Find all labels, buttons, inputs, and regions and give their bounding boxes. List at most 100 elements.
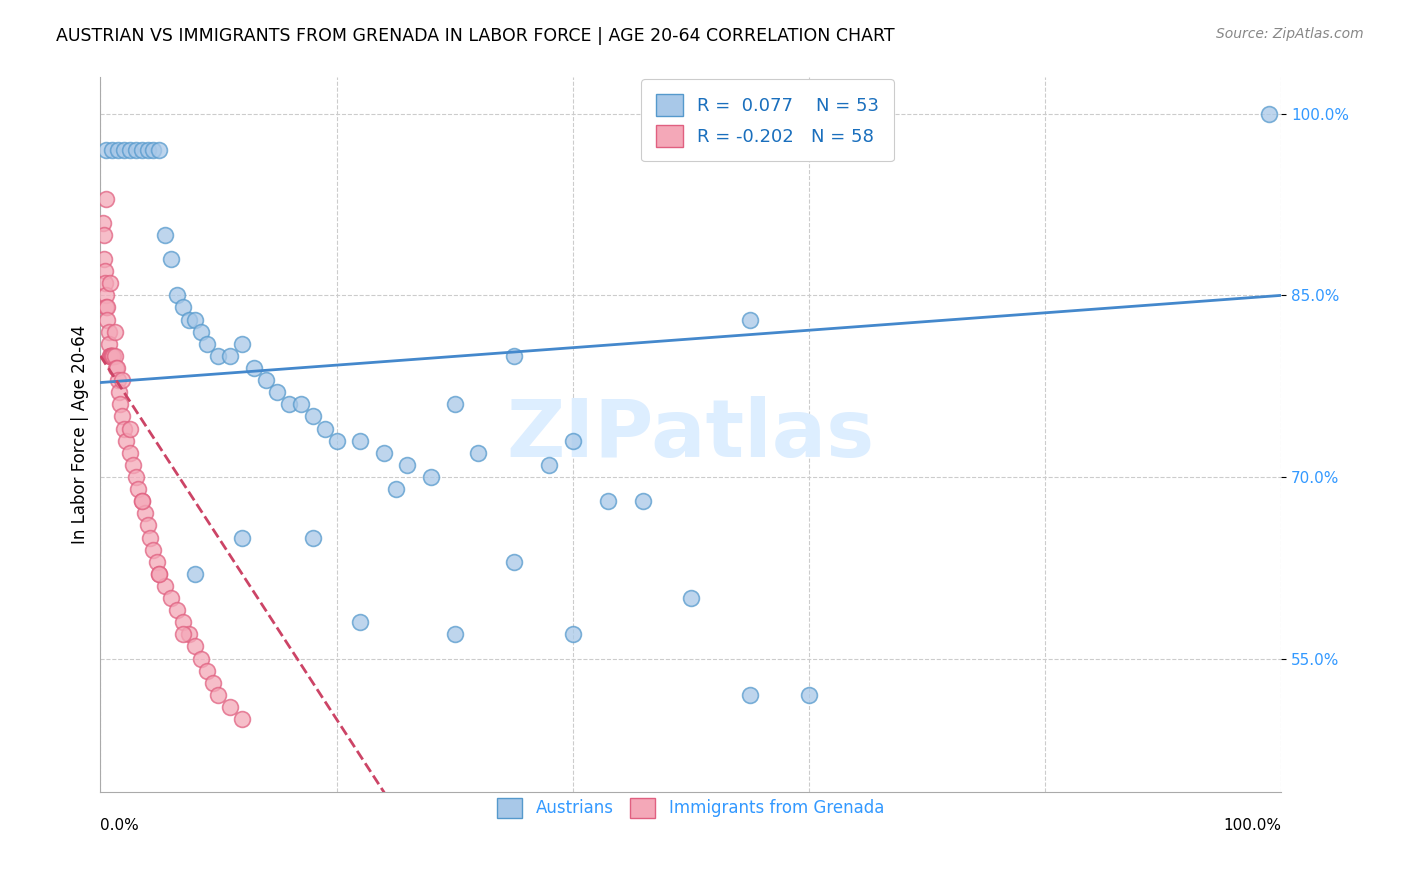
Point [96,301,118,315]
Point [561,434,583,448]
Point [107,143,129,157]
Point [231,712,253,726]
Point [443,627,465,641]
Point [131,494,153,508]
Point [134,506,156,520]
Point [596,494,619,508]
Point [110,397,132,411]
Point [104,361,127,376]
Point [633,494,655,508]
Point [502,555,524,569]
Point [112,143,135,157]
Point [195,664,218,678]
Point [118,143,141,157]
Point [184,312,207,326]
Point [105,361,128,376]
Point [172,301,194,315]
Point [443,397,465,411]
Point [231,336,253,351]
Point [110,409,132,424]
Point [112,421,135,435]
Y-axis label: In Labor Force | Age 20-64: In Labor Force | Age 20-64 [72,325,89,544]
Legend: Austrians, Immigrants from Grenada: Austrians, Immigrants from Grenada [489,789,893,826]
Point [94,277,117,291]
Text: 0.0%: 0.0% [100,819,139,833]
Point [155,579,177,593]
Point [160,591,183,605]
Point [103,325,125,339]
Point [125,143,148,157]
Point [243,361,266,376]
Point [103,349,125,363]
Point [207,349,229,363]
Point [537,458,560,472]
Point [420,470,443,484]
Point [101,349,124,363]
Point [91,216,114,230]
Point [160,252,183,266]
Point [125,470,148,484]
Point [190,325,212,339]
Text: Source: ZipAtlas.com: Source: ZipAtlas.com [1216,27,1364,41]
Point [278,397,301,411]
Point [266,385,288,400]
Point [184,640,207,654]
Point [142,143,165,157]
Point [101,143,124,157]
Point [384,482,406,496]
Point [396,458,419,472]
Point [115,434,138,448]
Point [231,531,253,545]
Point [131,143,153,157]
Point [103,349,125,363]
Point [349,615,371,630]
Point [1258,107,1281,121]
Point [118,421,141,435]
Point [177,627,200,641]
Point [219,700,242,714]
Point [177,312,200,326]
Point [148,566,170,581]
Point [110,373,132,387]
Point [738,312,761,326]
Point [679,591,702,605]
Point [290,397,312,411]
Point [325,434,347,448]
Point [96,143,118,157]
Point [502,349,524,363]
Point [254,373,277,387]
Point [136,518,159,533]
Point [172,615,194,630]
Point [155,227,177,242]
Point [101,349,124,363]
Point [97,325,120,339]
Point [142,542,165,557]
Point [93,227,115,242]
Point [219,349,242,363]
Point [166,603,188,617]
Point [139,531,162,545]
Point [96,288,118,302]
Point [122,458,145,472]
Point [97,336,120,351]
Point [302,531,325,545]
Point [148,143,170,157]
Point [118,446,141,460]
Text: AUSTRIAN VS IMMIGRANTS FROM GRENADA IN LABOR FORCE | AGE 20-64 CORRELATION CHART: AUSTRIAN VS IMMIGRANTS FROM GRENADA IN L… [56,27,894,45]
Point [127,482,149,496]
Point [96,301,118,315]
Point [100,349,122,363]
Point [349,434,371,448]
Point [201,675,224,690]
Point [146,555,169,569]
Point [98,349,121,363]
Point [373,446,395,460]
Point [207,688,229,702]
Text: ZIPatlas: ZIPatlas [506,396,875,474]
Point [100,349,122,363]
Point [93,252,115,266]
Point [561,627,583,641]
Point [148,566,170,581]
Point [797,688,820,702]
Point [738,688,761,702]
